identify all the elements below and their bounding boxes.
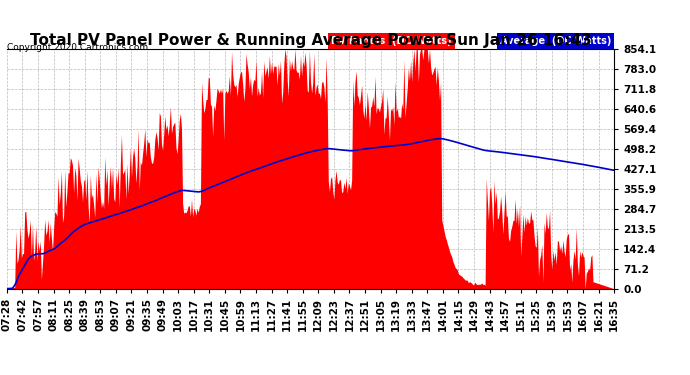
Text: Average  (DC Watts): Average (DC Watts)	[500, 36, 611, 46]
Text: PV Panels  (DC Watts): PV Panels (DC Watts)	[331, 36, 451, 46]
Text: Copyright 2020 Cartronics.com: Copyright 2020 Cartronics.com	[7, 43, 148, 52]
Title: Total PV Panel Power & Running Average Power Sun Jan 26 16:43: Total PV Panel Power & Running Average P…	[30, 33, 591, 48]
